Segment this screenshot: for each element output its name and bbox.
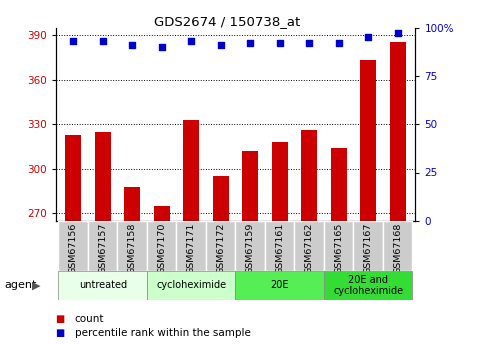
Bar [58, 221, 88, 271]
Point [99, 38, 107, 44]
Text: GSM67157: GSM67157 [98, 222, 107, 274]
Bar [265, 221, 295, 271]
Bar [324, 271, 412, 300]
Bar [360, 60, 376, 221]
Bar [206, 221, 236, 271]
Text: GSM67156: GSM67156 [69, 222, 78, 274]
Text: cycloheximide: cycloheximide [156, 280, 226, 290]
Point [335, 40, 342, 46]
Text: GSM67172: GSM67172 [216, 222, 225, 274]
Bar [154, 206, 170, 221]
Bar [383, 221, 412, 271]
Point [217, 42, 225, 48]
Bar [88, 221, 117, 271]
Point [246, 40, 254, 46]
Text: GSM67161: GSM67161 [275, 222, 284, 274]
Point [305, 40, 313, 46]
Bar [236, 221, 265, 271]
Text: ■: ■ [56, 314, 65, 324]
Text: agent: agent [5, 280, 37, 290]
Bar [95, 132, 111, 221]
Bar [236, 271, 324, 300]
Bar [183, 120, 199, 221]
Text: GSM67167: GSM67167 [364, 222, 373, 274]
Point [158, 44, 166, 50]
Point [128, 42, 136, 48]
Bar [330, 148, 347, 221]
Bar [242, 151, 258, 221]
Text: 20E: 20E [270, 280, 289, 290]
Bar [58, 271, 147, 300]
Bar [117, 221, 147, 271]
Text: percentile rank within the sample: percentile rank within the sample [75, 328, 251, 338]
Text: GSM67168: GSM67168 [393, 222, 402, 274]
Text: GSM67170: GSM67170 [157, 222, 166, 274]
Text: untreated: untreated [79, 280, 127, 290]
Bar [65, 135, 81, 221]
Bar [213, 176, 229, 221]
Text: GSM67158: GSM67158 [128, 222, 137, 274]
Text: count: count [75, 314, 104, 324]
Text: GSM67159: GSM67159 [246, 222, 255, 274]
Point [394, 31, 401, 36]
Bar [147, 271, 236, 300]
Bar [295, 221, 324, 271]
Point [187, 38, 195, 44]
Text: 20E and
cycloheximide: 20E and cycloheximide [333, 275, 403, 296]
Point [276, 40, 284, 46]
Bar [271, 142, 288, 221]
Text: GSM67162: GSM67162 [305, 222, 313, 274]
Bar [301, 130, 317, 221]
Bar [176, 221, 206, 271]
Bar [124, 187, 141, 221]
Bar [147, 221, 176, 271]
Bar [354, 221, 383, 271]
Text: ▶: ▶ [32, 280, 41, 290]
Point [70, 38, 77, 44]
Point [364, 34, 372, 40]
Text: ■: ■ [56, 328, 65, 338]
Text: GDS2674 / 150738_at: GDS2674 / 150738_at [154, 16, 300, 29]
Bar [390, 42, 406, 221]
Text: GSM67171: GSM67171 [187, 222, 196, 274]
Text: GSM67165: GSM67165 [334, 222, 343, 274]
Bar [324, 221, 354, 271]
